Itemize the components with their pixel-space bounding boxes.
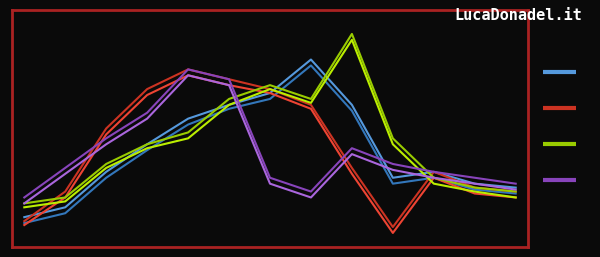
Text: LucaDonadel.it: LucaDonadel.it (454, 8, 582, 23)
